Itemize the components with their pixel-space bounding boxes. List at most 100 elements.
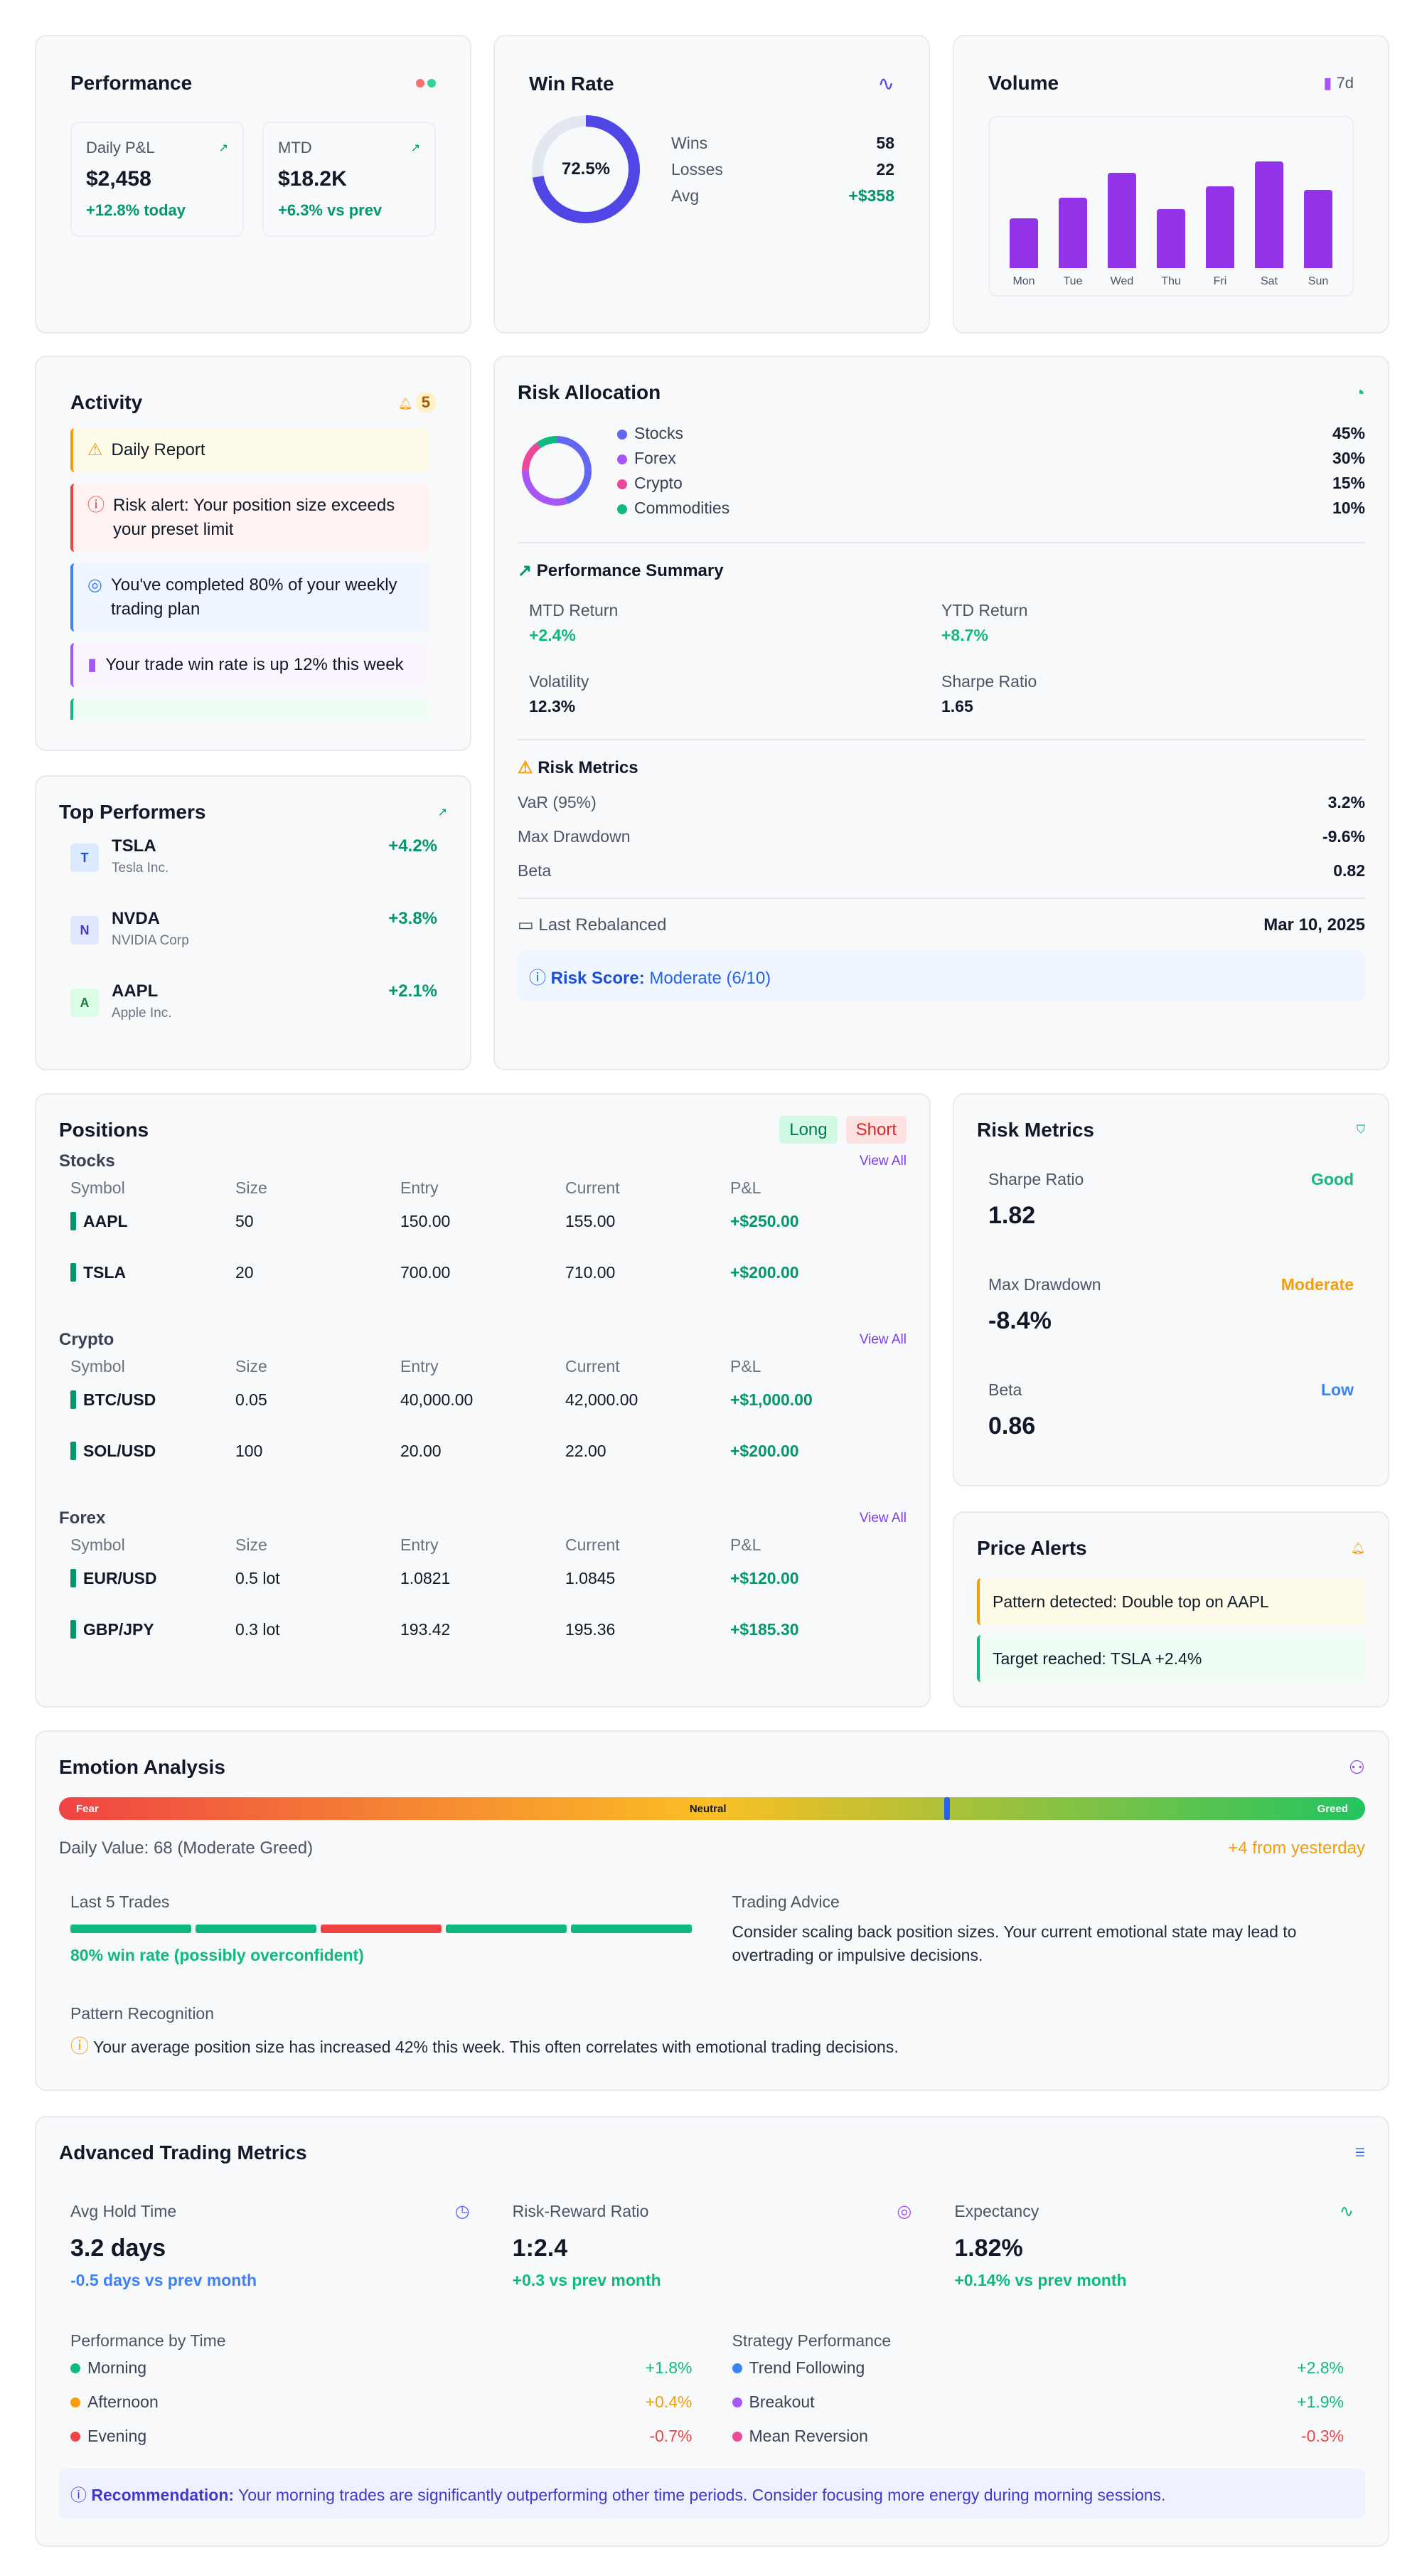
price-alert-item[interactable]: Target reached: TSLA +2.4%: [977, 1635, 1365, 1682]
value: $2,458: [86, 167, 151, 191]
value: 15%: [1332, 474, 1365, 492]
card-title: Win Rate: [529, 72, 614, 95]
symbol: AAPL: [112, 981, 159, 1001]
info-icon: ⓘ: [529, 969, 546, 988]
calendar-icon: ▭: [518, 915, 534, 935]
symbol-cell[interactable]: AAPL: [59, 1202, 224, 1253]
danger-icon: ⓘ: [87, 496, 105, 515]
avatar: T: [70, 843, 99, 872]
allocation-slice-forex: [522, 436, 592, 506]
win-rate-arc: [532, 115, 640, 223]
activity-item[interactable]: [70, 698, 429, 720]
summary-item: MTD Return +2.4%: [529, 601, 941, 645]
stat-row: Avg +$358: [671, 186, 894, 206]
warning-icon: ⚠: [518, 758, 533, 777]
x-tick-label: Sun: [1308, 275, 1329, 287]
emotion-analysis-card: Emotion Analysis ⚇ Fear Neutral Greed Dai…: [35, 1730, 1389, 2091]
company-name: Apple Inc.: [112, 1006, 172, 1021]
change: +3.8%: [388, 909, 437, 928]
label: MTD Return: [529, 601, 619, 619]
label: VaR (95%): [518, 792, 597, 811]
label: Avg: [671, 186, 700, 205]
size-cell: 0.3 lot: [235, 1620, 280, 1639]
risk-allocation-card: Risk Allocation ◔ Stocks 45% Forex 30% Crypto…: [493, 356, 1389, 1070]
risk-metrics-card: Risk Metrics ⛉ Sharpe Ratio Good 1.82 Max Dr…: [953, 1093, 1389, 1486]
performer-item[interactable]: T TSLA Tesla Inc. +4.2%: [59, 836, 447, 909]
time-row: Evening -0.7%: [70, 2419, 693, 2453]
current-cell: 710.00: [565, 1263, 616, 1282]
company-name: NVIDIA Corp: [112, 933, 189, 948]
card-title: Positions: [59, 1119, 149, 1141]
view-all-link[interactable]: View All: [859, 1332, 907, 1347]
period-selector[interactable]: ▮ 7d: [1323, 74, 1354, 92]
change: +12.8% today: [86, 201, 186, 219]
symbol-cell[interactable]: GBP/JPY: [59, 1610, 224, 1661]
label: Recommendation:: [91, 2486, 235, 2504]
risk-metric-item: Beta Low 0.86: [988, 1380, 1354, 1440]
trade-win-bar: [70, 1925, 192, 1933]
fear-greed-gauge: Fear Neutral Greed: [59, 1797, 1365, 1820]
win-rate-text: 80% win rate (possibly overconfident): [70, 1946, 364, 1964]
activity-item[interactable]: ⓘ Risk alert: Your position size exceeds …: [70, 484, 429, 552]
bell-icon[interactable]: 🔔︎: [397, 398, 413, 410]
position-group-stocks: Stocks View All Symbol Size Entry Current P&L A…: [59, 1151, 907, 1304]
symbol-cell[interactable]: TSLA: [59, 1253, 224, 1304]
value: -0.3%: [1300, 2426, 1344, 2445]
symbol-cell[interactable]: SOL/USD: [59, 1432, 224, 1483]
column-header: Current: [565, 1536, 620, 1554]
trending-up-icon: ↗: [218, 142, 228, 154]
label: Mean Reversion: [749, 2426, 868, 2445]
price-alert-item[interactable]: Pattern detected: Double top on AAPL: [977, 1578, 1365, 1625]
entry-cell: 700.00: [400, 1263, 451, 1282]
size-cell: 100: [235, 1442, 263, 1460]
performer-item[interactable]: A AAPL Apple Inc. +2.1%: [59, 981, 447, 1054]
label: Beta: [518, 861, 552, 880]
summary-item: YTD Return +8.7%: [941, 601, 1354, 645]
long-filter-button[interactable]: Long: [779, 1116, 838, 1144]
activity-text: You've completed 80% of your weekly trad…: [110, 575, 397, 619]
activity-item[interactable]: ◎ You've completed 80% of your weekly tra…: [70, 563, 429, 632]
label: Strategy Performance: [732, 2331, 892, 2350]
change: +6.3% vs prev: [278, 201, 383, 219]
status-dots-icon: [416, 77, 436, 90]
column-header: Size: [235, 1178, 267, 1197]
value: +2.4%: [529, 626, 576, 644]
activity-item[interactable]: ⚠ Daily Report: [70, 428, 429, 472]
x-tick-label: Mon: [1012, 275, 1035, 287]
greed-label: Greed: [1317, 1802, 1348, 1815]
bell-icon[interactable]: 🔔︎: [1350, 1543, 1365, 1555]
activity-icon: ∿: [1339, 2202, 1354, 2221]
rating: Good: [1310, 1170, 1354, 1188]
performer-item[interactable]: N NVDA NVIDIA Corp +3.8%: [59, 909, 447, 981]
value: +1.8%: [645, 2358, 693, 2377]
trending-up-icon: ↗: [518, 561, 533, 580]
activity-item[interactable]: ▮ Your trade win rate is up 12% this week: [70, 643, 429, 687]
value: 22: [876, 159, 894, 179]
symbol-cell[interactable]: EUR/USD: [59, 1559, 224, 1610]
card-title: Emotion Analysis: [59, 1756, 225, 1778]
alert-text: Pattern detected: Double top on AAPL: [993, 1592, 1269, 1611]
view-all-link[interactable]: View All: [859, 1154, 907, 1169]
gauge-marker: [944, 1797, 951, 1820]
group-title: Crypto: [59, 1330, 114, 1349]
allocation-donut: [522, 436, 592, 506]
activity-text: Daily Report: [111, 440, 205, 459]
view-all-link[interactable]: View All: [859, 1511, 907, 1526]
fear-label: Fear: [76, 1802, 99, 1815]
label: Morning: [87, 2358, 147, 2377]
trending-up-icon: ↗: [437, 807, 447, 819]
trade-loss-bar: [321, 1925, 442, 1933]
short-filter-button[interactable]: Short: [845, 1116, 907, 1144]
x-tick-label: Thu: [1161, 275, 1181, 287]
daily-pnl-card: Daily P&L ↗ $2,458 +12.8% today: [70, 122, 244, 237]
metric-row: VaR (95%) 3.2%: [518, 785, 1365, 819]
group-title: Forex: [59, 1508, 106, 1528]
time-row: Afternoon +0.4%: [70, 2385, 693, 2419]
position-group-crypto: Crypto View All Symbol Size Entry Current P&L B…: [59, 1330, 907, 1483]
advice-text: Consider scaling back position sizes. Yo…: [732, 1922, 1297, 1964]
label: Max Drawdown: [988, 1275, 1101, 1294]
company-name: Tesla Inc.: [112, 861, 169, 875]
symbol-cell[interactable]: BTC/USD: [59, 1380, 224, 1432]
column-header: Entry: [400, 1357, 439, 1375]
activity-text: Risk alert: Your position size exceeds y…: [113, 496, 395, 539]
